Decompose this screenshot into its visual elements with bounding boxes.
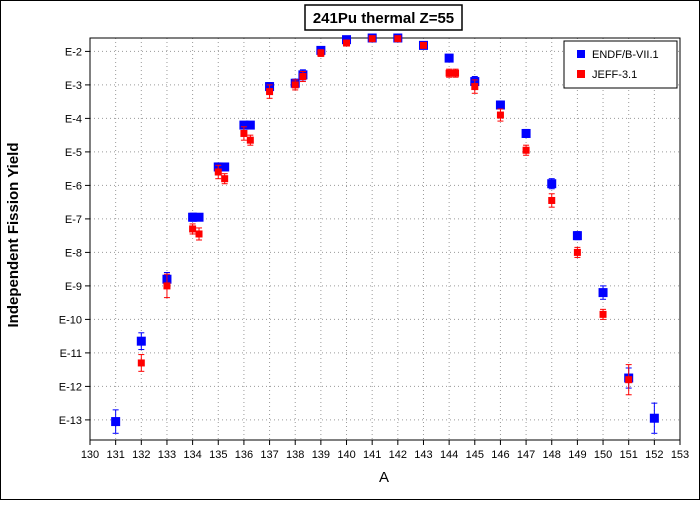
y-tick-label: E-6 bbox=[65, 180, 82, 192]
x-tick-label: 144 bbox=[440, 449, 458, 461]
data-point bbox=[471, 83, 479, 91]
chart-title: 241Pu thermal Z=55 bbox=[313, 10, 454, 27]
data-point bbox=[625, 376, 633, 384]
axis-ticks: 130 131 132 133 134 135 136 137 138 139 140 141 142 1… bbox=[59, 46, 689, 461]
data-point bbox=[299, 73, 307, 81]
x-tick-label: 147 bbox=[517, 449, 535, 461]
y-tick-label: E-12 bbox=[59, 381, 82, 393]
x-tick-label: 132 bbox=[132, 449, 150, 461]
data-point bbox=[220, 162, 230, 172]
y-tick-label: E-10 bbox=[59, 314, 82, 326]
y-tick-label: E-9 bbox=[65, 281, 82, 293]
x-tick-label: 152 bbox=[645, 449, 663, 461]
x-tick-label: 145 bbox=[466, 449, 484, 461]
data-point bbox=[444, 53, 454, 63]
data-point bbox=[214, 168, 222, 176]
data-point bbox=[111, 417, 121, 427]
data-point bbox=[419, 41, 427, 49]
y-tick-label: E-5 bbox=[65, 147, 82, 159]
y-axis-label: Independent Fission Yield bbox=[5, 142, 22, 327]
data-point bbox=[317, 49, 325, 57]
x-tick-label: 141 bbox=[363, 449, 381, 461]
data-point bbox=[136, 336, 146, 346]
data-point bbox=[194, 212, 204, 222]
x-tick-label: 149 bbox=[568, 449, 586, 461]
data-point bbox=[291, 81, 299, 89]
x-tick-label: 140 bbox=[337, 449, 355, 461]
data-point bbox=[189, 225, 197, 233]
data-point bbox=[548, 196, 556, 204]
y-tick-label: E-2 bbox=[65, 46, 82, 58]
data-point bbox=[445, 69, 453, 77]
x-tick-label: 143 bbox=[414, 449, 432, 461]
chart-title-box: 241Pu thermal Z=55 bbox=[304, 4, 463, 31]
plot-area bbox=[89, 37, 681, 441]
data-point bbox=[649, 413, 659, 423]
data-point bbox=[452, 69, 460, 77]
grid bbox=[90, 38, 680, 440]
x-tick-label: 146 bbox=[491, 449, 509, 461]
x-tick-label: 135 bbox=[209, 449, 227, 461]
x-tick-label: 138 bbox=[286, 449, 304, 461]
x-axis-label: A bbox=[379, 469, 389, 486]
y-tick-label: E-7 bbox=[65, 214, 82, 226]
data-layer bbox=[111, 33, 659, 434]
data-point bbox=[245, 120, 255, 130]
data-point bbox=[240, 129, 248, 137]
data-point bbox=[163, 282, 171, 290]
x-tick-label: 153 bbox=[671, 449, 689, 461]
data-point bbox=[598, 288, 608, 298]
x-tick-label: 133 bbox=[158, 449, 176, 461]
x-tick-label: 134 bbox=[183, 449, 201, 461]
legend: ENDF/B-VII.1 JEFF-3.1 bbox=[563, 40, 678, 89]
data-point bbox=[572, 231, 582, 241]
series-jeff bbox=[137, 35, 633, 396]
data-point bbox=[547, 179, 557, 189]
x-tick-label: 131 bbox=[106, 449, 124, 461]
legend-marker-endf bbox=[577, 50, 585, 58]
data-point bbox=[522, 146, 530, 154]
y-tick-label: E-8 bbox=[65, 247, 82, 259]
y-tick-label: E-4 bbox=[65, 113, 82, 125]
x-tick-label: 130 bbox=[81, 449, 99, 461]
data-point bbox=[188, 212, 198, 222]
x-tick-label: 137 bbox=[260, 449, 278, 461]
data-point bbox=[343, 39, 351, 47]
y-tick-label: E-3 bbox=[65, 80, 82, 92]
legend-label-endf: ENDF/B-VII.1 bbox=[592, 49, 659, 61]
data-point bbox=[221, 175, 229, 183]
legend-label-jeff: JEFF-3.1 bbox=[592, 69, 637, 81]
data-point bbox=[573, 248, 581, 256]
x-tick-label: 148 bbox=[543, 449, 561, 461]
data-point bbox=[195, 230, 203, 238]
y-tick-label: E-11 bbox=[60, 348, 82, 360]
data-point bbox=[495, 100, 505, 110]
data-point bbox=[239, 120, 249, 130]
y-tick-label: E-13 bbox=[59, 415, 82, 427]
x-tick-label: 150 bbox=[594, 449, 612, 461]
data-point bbox=[521, 128, 531, 138]
x-tick-label: 139 bbox=[312, 449, 330, 461]
data-point bbox=[496, 111, 504, 119]
data-point bbox=[137, 359, 145, 367]
legend-marker-jeff bbox=[577, 70, 585, 78]
data-point bbox=[246, 136, 254, 144]
data-point bbox=[368, 35, 376, 43]
x-tick-label: 136 bbox=[235, 449, 253, 461]
data-point bbox=[599, 310, 607, 318]
data-point bbox=[394, 35, 402, 43]
x-tick-label: 142 bbox=[389, 449, 407, 461]
data-point bbox=[266, 88, 274, 96]
x-tick-label: 151 bbox=[620, 449, 638, 461]
